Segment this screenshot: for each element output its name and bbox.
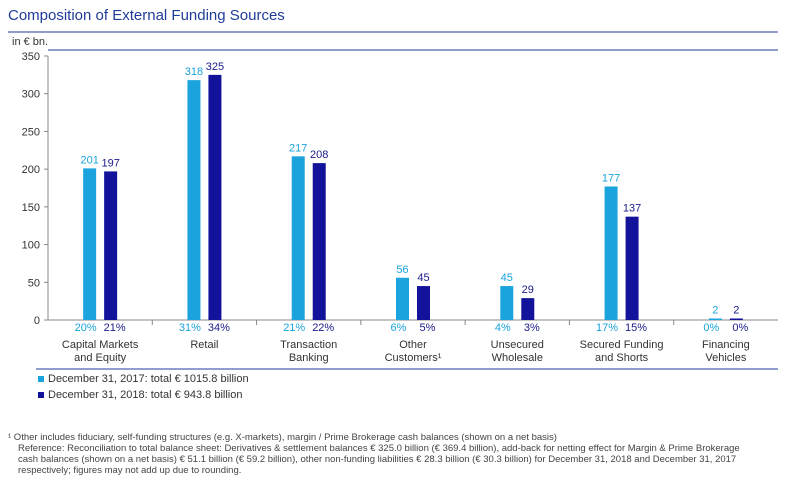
value-label: 45	[417, 272, 429, 284]
y-tick-label: 250	[22, 126, 40, 138]
bars	[83, 74, 743, 320]
legend-swatch	[38, 392, 44, 398]
category-label-line: Secured Funding	[580, 339, 664, 351]
bar-2017	[291, 156, 305, 320]
share-label: 22%	[312, 322, 334, 334]
category-label: Retail	[190, 339, 218, 351]
bar-2017	[500, 286, 514, 320]
category-label-line: Banking	[289, 352, 329, 364]
value-label: 45	[501, 272, 513, 284]
category-label: Transaction Banking	[280, 339, 337, 364]
legend-entry: December 31, 2018: total € 943.8 billion	[48, 389, 242, 401]
category-label: Unsecured Wholesale	[491, 339, 544, 364]
category-label-line: Financing	[702, 339, 750, 351]
share-label: 21%	[283, 322, 305, 334]
footnote-line: Reference: Reconciliation to total balan…	[18, 443, 740, 454]
unit-label: in € bn.	[12, 36, 48, 48]
value-label: 137	[623, 203, 641, 215]
share-label: 31%	[179, 322, 201, 334]
share-label: 0%	[703, 322, 719, 334]
share-label: 6%	[391, 322, 407, 334]
y-tick-label: 200	[22, 164, 40, 176]
y-tick-label: 0	[34, 315, 40, 327]
footnote-line: ¹ Other includes fiduciary, self-funding…	[8, 432, 557, 443]
bar-2017	[187, 80, 201, 320]
chart-title: Composition of External Funding Sources	[8, 7, 285, 24]
value-label: 318	[185, 66, 203, 78]
share-label: 4%	[495, 322, 511, 334]
bar-2018	[208, 74, 222, 320]
category-label: Other Customers¹	[385, 339, 442, 364]
share-label: 34%	[208, 322, 230, 334]
value-label: 217	[289, 142, 307, 154]
legend: December 31, 2017: total € 1015.8 billio…	[36, 368, 778, 401]
legend-swatch	[38, 376, 44, 382]
share-label: 5%	[420, 322, 436, 334]
share-label: 15%	[625, 322, 647, 334]
y-tick-label: 100	[22, 240, 40, 252]
value-label: 56	[396, 264, 408, 276]
value-label: 2	[733, 304, 739, 316]
category-label-line: and Equity	[74, 352, 126, 364]
y-tick-label: 50	[28, 277, 40, 289]
bar-2018	[104, 171, 118, 320]
share-label: 21%	[104, 322, 126, 334]
value-label: 197	[101, 157, 119, 169]
category-label: Capital Markets and Equity	[62, 339, 139, 364]
value-label: 29	[522, 284, 534, 296]
value-label: 2	[712, 304, 718, 316]
bar-2018	[625, 216, 639, 320]
category-label-line: Other	[399, 339, 427, 351]
bar-2018	[729, 318, 743, 320]
category-label-line: Transaction	[280, 339, 337, 351]
footnote-line: respectively; figures may not add up due…	[18, 465, 241, 476]
bar-2017	[83, 168, 97, 320]
category-label: Financing Vehicles	[702, 339, 750, 364]
share-label: 17%	[596, 322, 618, 334]
category-labels: Capital Markets and Equity Retail Transacti…	[62, 339, 750, 364]
value-label: 325	[206, 61, 224, 73]
category-label-line: and Shorts	[595, 352, 649, 364]
category-label-line: Unsecured	[491, 339, 544, 351]
category-label-line: Retail	[190, 339, 218, 351]
share-label: 3%	[524, 322, 540, 334]
share-label: 20%	[75, 322, 97, 334]
share-label: 0%	[732, 322, 748, 334]
value-label: 208	[310, 149, 328, 161]
y-axis: 0 50 100 150 200 250 300 350	[22, 51, 778, 327]
y-tick-label: 300	[22, 89, 40, 101]
bar-2018	[417, 286, 430, 320]
category-label-line: Wholesale	[492, 352, 543, 364]
footnote-line: cash balances (shown on a net basis) € 5…	[18, 454, 736, 465]
bar-2018	[312, 163, 326, 320]
value-label: 177	[602, 172, 620, 184]
category-label-line: Customers¹	[385, 352, 442, 364]
category-label-line: Vehicles	[705, 352, 746, 364]
bar-2018	[521, 298, 535, 320]
legend-entry: December 31, 2017: total € 1015.8 billio…	[48, 373, 249, 385]
bar-labels: 20120%19721%31831%32534%21721%20822%566%…	[75, 61, 749, 334]
y-tick-label: 150	[22, 202, 40, 214]
footnotes: ¹ Other includes fiduciary, self-funding…	[8, 432, 740, 476]
bar-2017	[604, 186, 618, 320]
category-label-line: Capital Markets	[62, 339, 139, 351]
category-label: Secured Funding and Shorts	[580, 339, 664, 364]
bar-2017	[396, 277, 409, 320]
bar-2017	[708, 318, 722, 320]
y-tick-label: 350	[22, 51, 40, 63]
value-label: 201	[80, 154, 98, 166]
